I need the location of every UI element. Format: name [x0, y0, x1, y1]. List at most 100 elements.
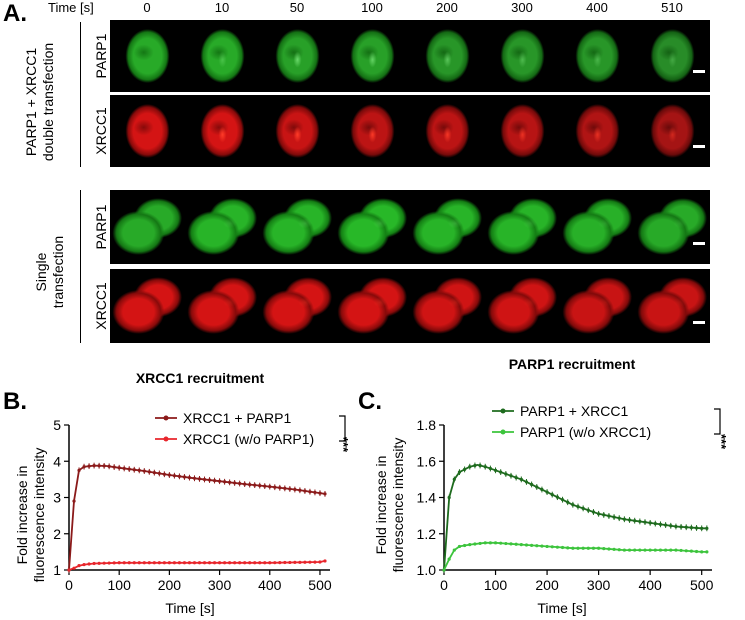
data-point [530, 482, 534, 487]
micrograph-cell [260, 95, 335, 167]
data-point [92, 464, 96, 468]
micrograph-cell [260, 190, 335, 264]
data-point [97, 561, 101, 565]
y-tick-label: 3 [53, 490, 61, 506]
row-label-double-xrcc1: XRCC1 [93, 107, 109, 155]
data-point [586, 508, 590, 512]
data-point [112, 465, 116, 469]
data-point [684, 549, 688, 553]
data-point [679, 525, 683, 529]
data-point [298, 560, 302, 564]
data-point [318, 491, 322, 495]
data-point [82, 562, 86, 567]
data-point [524, 543, 529, 547]
time-label: 100 [361, 0, 383, 15]
data-point [313, 560, 317, 564]
data-point [463, 467, 467, 472]
data-point [107, 561, 111, 565]
micrograph-cell [485, 95, 560, 167]
legend-marker [500, 408, 506, 414]
x-tick-label: 500 [690, 577, 714, 593]
x-tick-label: 200 [158, 577, 182, 593]
legend-marker [163, 436, 169, 442]
group-label-double: PARP1 + XRCC1 double transfection [23, 42, 57, 162]
data-point [638, 548, 642, 552]
data-point [581, 546, 585, 550]
data-point [238, 481, 242, 486]
data-point [283, 560, 287, 565]
data-point [689, 525, 693, 530]
data-point [499, 470, 503, 474]
data-point [308, 490, 312, 494]
data-point [122, 466, 126, 471]
data-point [303, 489, 307, 493]
data-point [117, 561, 121, 565]
data-point [217, 479, 222, 483]
legend-label: XRCC1 (w/o PARP1) [183, 431, 314, 447]
micrograph-single-xrcc1 [110, 269, 710, 343]
data-point [238, 561, 242, 565]
x-tick-label: 500 [308, 577, 332, 593]
y-tick-label: 4 [53, 453, 61, 469]
data-point [308, 560, 312, 564]
micrograph-cell [185, 95, 260, 167]
row-label-double-parp1: PARP1 [93, 33, 109, 79]
data-point [112, 561, 116, 565]
series-line [443, 541, 707, 571]
data-point [705, 550, 709, 554]
micrograph-cell [110, 190, 185, 264]
data-point [72, 566, 76, 570]
data-point [72, 499, 76, 503]
time-label: 400 [586, 0, 608, 15]
data-point [602, 547, 606, 551]
data-point [92, 561, 96, 566]
micrograph-cell [485, 190, 560, 264]
data-point [142, 469, 146, 473]
chart-b-ylabel-1: Fold increase in [14, 466, 30, 565]
data-point [253, 483, 257, 487]
data-point [658, 522, 663, 526]
y-tick-label: 5 [53, 417, 61, 433]
data-point [457, 470, 462, 474]
micrograph-cell [560, 269, 635, 343]
data-point [293, 560, 297, 564]
legend-label: XRCC1 + PARP1 [183, 410, 291, 426]
data-point [177, 474, 182, 478]
row-label-single-parp1: PARP1 [93, 204, 109, 250]
data-point [67, 568, 71, 572]
data-point [694, 526, 699, 530]
data-point [323, 559, 327, 563]
x-tick-label: 300 [208, 577, 232, 593]
data-point [555, 495, 559, 499]
data-point [192, 561, 197, 565]
data-point [607, 514, 611, 518]
group-label-single-line1: Single [33, 252, 49, 292]
scale-bar [693, 242, 705, 245]
data-point [473, 463, 477, 468]
data-point [627, 548, 632, 552]
data-point [87, 562, 91, 566]
data-point [207, 478, 212, 482]
data-point [228, 561, 232, 565]
x-tick-label: 400 [638, 577, 662, 593]
micrograph-cell [560, 190, 635, 264]
y-tick-label: 2 [53, 526, 61, 542]
data-point [303, 560, 307, 564]
data-point [499, 541, 503, 545]
x-tick-label: 300 [587, 577, 611, 593]
data-point [530, 543, 534, 547]
y-tick-label: 1.6 [417, 453, 437, 469]
data-point [540, 487, 544, 492]
data-point [162, 472, 166, 476]
data-point [102, 561, 106, 565]
data-point [576, 546, 580, 550]
data-point [664, 548, 668, 552]
data-point [152, 471, 156, 475]
data-point [633, 548, 637, 552]
micrograph-cell [335, 269, 410, 343]
data-point [278, 486, 282, 490]
micrograph-cell [635, 20, 710, 92]
data-point [700, 550, 704, 554]
data-point [77, 468, 81, 472]
data-point [669, 548, 673, 552]
